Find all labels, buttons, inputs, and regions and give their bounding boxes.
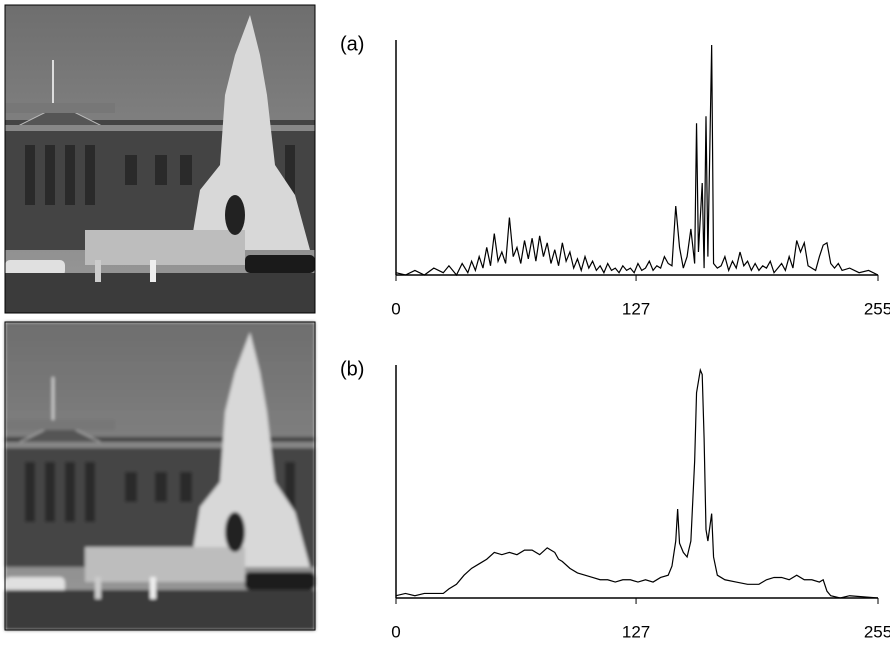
panel-label: (a) [340,33,364,55]
histogram-line [395,367,879,599]
panel-label: (b) [340,358,364,380]
x-tick-label: 0 [391,622,400,641]
x-tick-label: 0 [391,299,400,318]
histogram-line [395,44,879,277]
photo-original [4,4,316,314]
x-tick-label: 127 [622,299,650,318]
x-tick-label: 127 [622,622,650,641]
x-tick-label: 255 [864,299,890,318]
photo-processed [4,321,316,631]
x-tick-label: 255 [864,622,890,641]
photo-frame [4,4,316,314]
photo-frame [4,321,316,631]
